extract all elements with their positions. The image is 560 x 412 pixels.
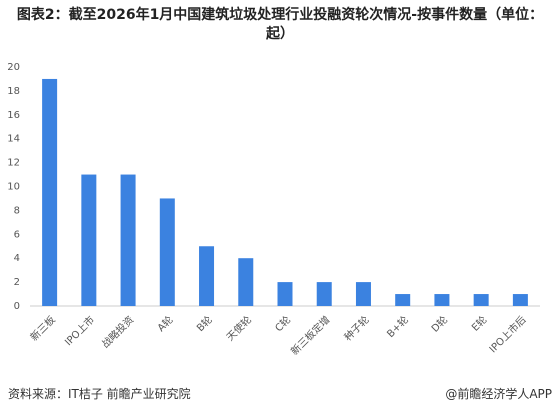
bar	[434, 294, 450, 306]
bar	[277, 282, 293, 306]
y-tick-label: 10	[7, 182, 20, 193]
bar	[81, 174, 97, 306]
y-tick-label: 4	[14, 253, 20, 264]
x-tick-label: 新三板定增	[288, 313, 333, 358]
bar	[355, 282, 371, 306]
y-tick-label: 14	[7, 134, 20, 145]
bar	[238, 258, 254, 306]
y-tick-label: 16	[7, 110, 20, 121]
x-tick-label: 战略投资	[99, 313, 136, 350]
chart-title: 图表2：截至2026年1月中国建筑垃圾处理行业投融资轮次情况-按事件数量（单位：…	[16, 7, 544, 42]
y-tick-label: 2	[14, 277, 20, 288]
x-tick-label: 种子轮	[341, 313, 371, 343]
x-tick-label: C轮	[272, 313, 293, 334]
x-tick-label: IPO上市后	[486, 313, 528, 355]
x-tick-label: B轮	[194, 313, 215, 334]
x-tick-label: B+轮	[384, 313, 411, 340]
x-tick-label: D轮	[428, 313, 450, 335]
bar	[316, 282, 332, 306]
bar	[395, 294, 411, 306]
x-tick-label: A轮	[154, 313, 175, 334]
y-tick-label: 0	[14, 301, 20, 312]
bar	[473, 294, 489, 306]
bar	[159, 198, 175, 306]
y-tick-label: 12	[7, 158, 20, 169]
y-tick-label: 18	[7, 86, 20, 97]
bar	[199, 246, 215, 306]
x-tick-label: E轮	[469, 313, 490, 334]
bar	[512, 294, 528, 306]
x-tick-label: 新三板	[27, 313, 57, 343]
y-tick-label: 8	[14, 205, 20, 216]
x-tick-label: 天使轮	[224, 313, 254, 343]
bar	[120, 174, 136, 306]
brand: @前瞻经济学人APP	[445, 387, 552, 401]
source-note: 资料来源：IT桔子 前瞻产业研究院	[8, 387, 191, 401]
bar	[42, 78, 58, 306]
y-tick-label: 20	[7, 62, 20, 73]
y-tick-label: 6	[14, 229, 20, 240]
x-tick-label: IPO上市	[62, 313, 97, 348]
